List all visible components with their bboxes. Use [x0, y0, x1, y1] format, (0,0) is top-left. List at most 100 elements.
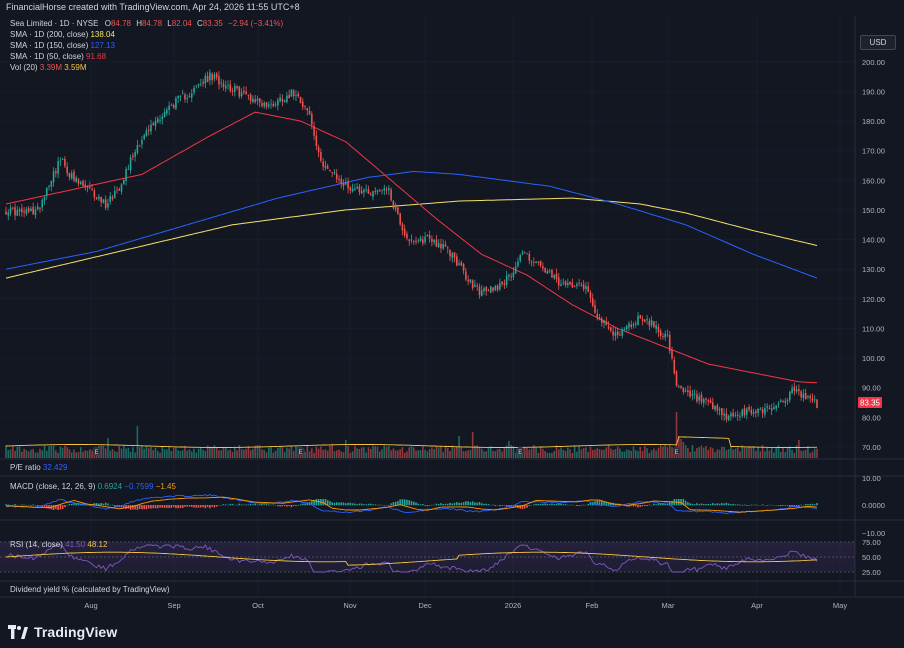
candle-body	[186, 98, 189, 99]
price-chart-svg[interactable]: E E E E 200.00 190.00 180.00 170.00 160.00 150.0…	[0, 16, 904, 616]
volume-bar	[709, 447, 712, 458]
time-tick-label: 2026	[505, 601, 522, 610]
candle-body	[412, 240, 415, 242]
candle-body	[478, 286, 481, 296]
candle-body	[399, 213, 401, 225]
candle-body	[576, 284, 578, 286]
volume-bar	[288, 448, 290, 458]
candle-body	[324, 165, 327, 168]
time-tick-label: Mar	[662, 601, 675, 610]
volume-bar	[227, 450, 229, 458]
macd-histogram-bar	[30, 505, 32, 506]
macd-histogram-bar	[632, 505, 635, 507]
macd-legend: MACD (close, 12, 26, 9) 0.6924 −0.7599 −…	[10, 482, 176, 491]
candle-body	[510, 276, 512, 278]
currency-button[interactable]: USD	[860, 35, 896, 50]
volume-bar	[605, 447, 608, 458]
candle-body	[501, 281, 503, 285]
macd-histogram-bar	[698, 504, 700, 506]
candle-body	[231, 90, 234, 92]
volume-bar	[557, 449, 560, 458]
macd-histogram-bar	[705, 504, 707, 506]
macd-histogram-bar	[7, 504, 10, 506]
candle-body	[782, 400, 784, 402]
volume-bar	[770, 447, 773, 458]
candle-body	[179, 95, 182, 97]
candle-body	[641, 318, 644, 321]
macd-histogram-bar	[653, 503, 655, 506]
volume-bar	[376, 446, 379, 458]
macd-histogram-bar	[263, 504, 266, 506]
volume-bar	[347, 445, 349, 458]
candle-body	[369, 194, 372, 196]
macd-histogram-bar	[499, 505, 501, 507]
volume-bar	[777, 445, 780, 458]
candle-body	[779, 400, 782, 402]
candle-body	[82, 180, 84, 187]
candle-body	[716, 405, 719, 411]
volume-bar	[365, 452, 367, 458]
macd-histogram-bar	[435, 503, 438, 506]
chart-area[interactable]: E E E E 200.00 190.00 180.00 170.00 160.00 150.0…	[0, 16, 904, 616]
macd-histogram-bar	[813, 504, 816, 506]
volume-bar	[295, 445, 297, 458]
price-tick-label: 130.00	[862, 265, 885, 274]
volume-bar	[757, 446, 759, 458]
time-tick-label: Dec	[418, 601, 432, 610]
macd-histogram-bar	[279, 505, 281, 507]
candle-body	[437, 243, 440, 248]
volume-bar	[229, 449, 232, 458]
candle-body	[417, 240, 420, 242]
candle-body	[768, 407, 771, 409]
volume-bar	[55, 450, 57, 458]
volume-bar	[678, 436, 680, 458]
candle-body	[646, 319, 648, 321]
candle-body	[485, 286, 488, 292]
candle-body	[757, 408, 759, 414]
volume-bar	[256, 445, 259, 458]
macd-histogram-bar	[349, 502, 352, 506]
volume-bar	[621, 451, 623, 458]
volume-bar	[644, 446, 646, 458]
macd-histogram-bar	[213, 505, 216, 508]
macd-histogram-bar	[725, 502, 728, 506]
macd-histogram-bar	[113, 505, 116, 507]
macd-histogram-bar	[576, 505, 578, 506]
macd-histogram-bar	[598, 500, 601, 506]
volume-bar	[283, 452, 286, 458]
candle-body	[57, 161, 59, 174]
macd-histogram-bar	[709, 503, 712, 506]
macd-histogram-bar	[648, 504, 651, 506]
macd-histogram-bar	[444, 503, 447, 506]
volume-bar	[718, 449, 721, 458]
volume-bar	[73, 449, 75, 458]
volume-bar	[422, 445, 424, 458]
price-tick-label: 70.00	[862, 443, 881, 452]
volume-bar	[247, 445, 250, 458]
volume-bar	[714, 452, 716, 458]
candle-body	[539, 260, 542, 266]
candle-body	[360, 191, 363, 194]
volume-bar	[469, 450, 472, 458]
macd-histogram-bar	[161, 505, 164, 508]
volume-bar	[596, 448, 599, 458]
tradingview-logo[interactable]: TradingView	[8, 623, 117, 641]
candle-body	[104, 199, 107, 208]
candle-body	[252, 98, 254, 103]
volume-bar	[752, 446, 755, 458]
candle-body	[193, 87, 195, 93]
candle-body	[14, 207, 16, 216]
candle-body	[591, 298, 594, 306]
candle-body	[301, 101, 304, 107]
candle-body	[544, 267, 546, 273]
volume-bar	[123, 445, 125, 458]
macd-histogram-bar	[804, 503, 807, 506]
macd-histogram-bar	[390, 503, 392, 506]
macd-histogram-bar	[505, 505, 508, 507]
volume-bar	[222, 447, 225, 458]
volume-bar	[775, 447, 778, 458]
candle-body	[696, 394, 698, 402]
macd-histogram-bar	[394, 501, 397, 506]
macd-histogram-bar	[57, 505, 59, 511]
candle-body	[292, 90, 295, 97]
